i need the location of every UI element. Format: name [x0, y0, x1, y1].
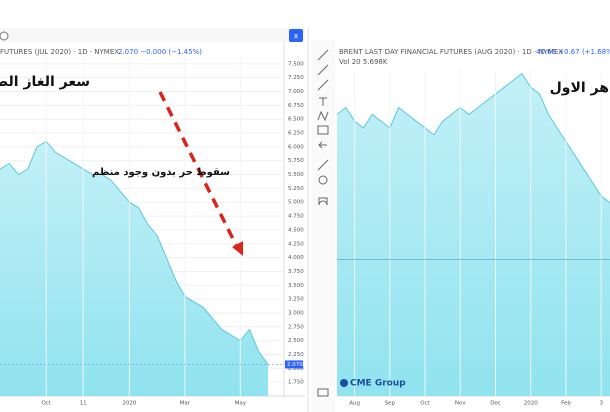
- y-tick-label: 6.500: [288, 117, 304, 123]
- x-tick-label: 2020: [524, 401, 538, 407]
- price-change: 40.66 +0.67 (+1.68%): [536, 48, 610, 56]
- price-change: 2.070 −0.000 (−1.45%): [118, 48, 202, 56]
- drawing-toolbar: [311, 40, 335, 412]
- x-tick-label: Aug: [349, 401, 360, 407]
- y-tick-label: 3.750: [288, 269, 304, 275]
- close-button[interactable]: [289, 29, 303, 42]
- y-tick-label: 3.500: [288, 283, 304, 289]
- arrow-head: [232, 241, 243, 256]
- annotation: هر الاول: [550, 80, 609, 96]
- y-tick-label: 5.500: [288, 172, 304, 178]
- y-tick-label: 3.250: [288, 297, 304, 303]
- logo: [340, 379, 348, 387]
- line: [337, 72, 610, 204]
- plot-area: [337, 70, 610, 396]
- y-tick-label: 2.000: [288, 366, 304, 372]
- y-tick-label: 4.250: [288, 241, 304, 247]
- y-tick-label: 7.000: [288, 89, 304, 95]
- y-tick-label: 6.000: [288, 144, 304, 150]
- x-tick-label: 3: [599, 401, 603, 407]
- x-tick-label: May: [235, 401, 247, 407]
- volume-label: Vol 20 5.698K: [339, 58, 388, 66]
- y-tick-label: 4.500: [288, 227, 304, 233]
- y-tick-label: 1.750: [288, 380, 304, 386]
- y-tick-label: 4.000: [288, 255, 304, 261]
- y-tick-label: 2.250: [288, 352, 304, 358]
- y-tick-label: 7.250: [288, 75, 304, 81]
- x-tick-label: 11: [80, 401, 87, 407]
- left-toolbar: [0, 28, 305, 42]
- tool-icons[interactable]: [317, 49, 329, 397]
- annotation: سقوط حر بدون وجود منظم: [92, 167, 230, 178]
- plot-area: [0, 58, 284, 396]
- annotation: سعر الغاز الطبيعي: [0, 74, 90, 90]
- x-tick-label: Oct: [41, 401, 51, 407]
- y-tick-label: 2.500: [288, 338, 304, 344]
- chart-title: BRENT LAST DAY FINANCIAL FUTURES (AUG 20…: [339, 48, 563, 56]
- arrow-shaft: [158, 91, 238, 246]
- x-tick-label: Dec: [490, 401, 501, 407]
- x-tick-label: 2020: [122, 401, 136, 407]
- close-icon: x: [294, 32, 299, 41]
- y-tick-label: 2.750: [288, 324, 304, 330]
- chart-title: FUTURES (JUL 2020) · 1D · NYMEX: [0, 48, 119, 56]
- x-tick-label: Sep: [385, 401, 396, 407]
- icon[interactable]: [0, 31, 9, 41]
- y-tick-label: 7.500: [288, 61, 304, 67]
- x-tick-label: Feb: [561, 401, 571, 407]
- y-tick-label: 6.250: [288, 131, 304, 137]
- line: [0, 140, 269, 365]
- x-tick-label: Nov: [455, 401, 466, 407]
- y-tick-label: 5.250: [288, 186, 304, 192]
- x-tick-label: Oct: [420, 401, 430, 407]
- y-tick-label: 6.750: [288, 103, 304, 109]
- area: [0, 141, 268, 396]
- price-tag-label: 2.070: [287, 362, 303, 368]
- y-tick-label: 4.750: [288, 214, 304, 220]
- y-tick-label: 3.000: [288, 310, 304, 316]
- y-tick-label: 5.750: [288, 158, 304, 164]
- price-tag: [285, 360, 303, 369]
- area: [337, 73, 610, 396]
- y-tick-label: 5.000: [288, 200, 304, 206]
- watermark: CME Group: [350, 379, 406, 389]
- x-tick-label: Mar: [180, 401, 191, 407]
